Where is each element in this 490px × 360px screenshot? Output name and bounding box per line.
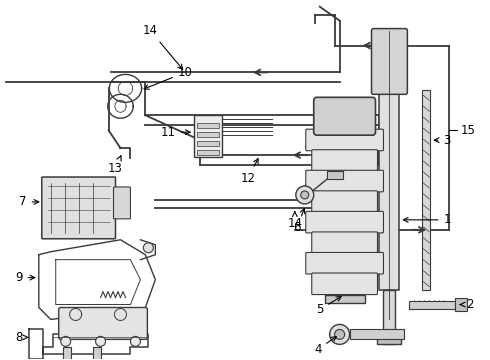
FancyBboxPatch shape (59, 307, 147, 339)
FancyBboxPatch shape (306, 211, 384, 233)
Text: 12: 12 (241, 159, 258, 185)
Bar (63, 347, 71, 360)
Text: 15: 15 (461, 124, 476, 137)
Bar (327, 171, 343, 179)
Text: 1: 1 (403, 213, 451, 226)
FancyBboxPatch shape (306, 170, 384, 192)
Bar (325, 294, 365, 302)
FancyBboxPatch shape (42, 177, 116, 239)
Text: 7: 7 (19, 195, 39, 208)
Text: 11: 11 (161, 126, 190, 139)
Circle shape (335, 329, 344, 339)
FancyBboxPatch shape (306, 129, 384, 151)
Bar (409, 301, 464, 309)
Text: 13: 13 (108, 156, 123, 175)
Text: 10: 10 (144, 66, 193, 89)
FancyBboxPatch shape (306, 252, 384, 274)
Text: 9: 9 (15, 271, 35, 284)
Circle shape (330, 324, 349, 345)
Text: 3: 3 (434, 134, 451, 147)
FancyBboxPatch shape (314, 97, 375, 135)
Bar (197, 141, 219, 146)
Circle shape (130, 336, 141, 346)
Circle shape (144, 243, 153, 253)
FancyBboxPatch shape (312, 273, 377, 294)
FancyBboxPatch shape (114, 187, 130, 219)
FancyBboxPatch shape (312, 150, 377, 171)
Circle shape (301, 191, 309, 199)
FancyBboxPatch shape (312, 232, 377, 253)
Circle shape (96, 336, 105, 346)
Bar (93, 347, 100, 360)
Text: 14: 14 (143, 24, 183, 69)
Bar (194, 115, 222, 157)
Circle shape (296, 186, 314, 204)
Text: 4: 4 (314, 337, 336, 356)
Bar (455, 298, 467, 311)
Bar (384, 289, 395, 345)
Text: 2: 2 (460, 298, 474, 311)
Bar (197, 132, 219, 137)
FancyBboxPatch shape (371, 28, 407, 94)
Text: 5: 5 (316, 297, 341, 316)
Bar (349, 329, 404, 339)
FancyBboxPatch shape (312, 191, 377, 212)
Text: 6: 6 (293, 209, 305, 234)
Text: 8: 8 (15, 331, 28, 344)
Circle shape (61, 336, 71, 346)
Bar (197, 123, 219, 128)
Bar (422, 90, 430, 289)
Bar (379, 90, 399, 289)
Text: 14: 14 (287, 212, 302, 230)
Bar (377, 334, 401, 345)
Bar (197, 150, 219, 155)
